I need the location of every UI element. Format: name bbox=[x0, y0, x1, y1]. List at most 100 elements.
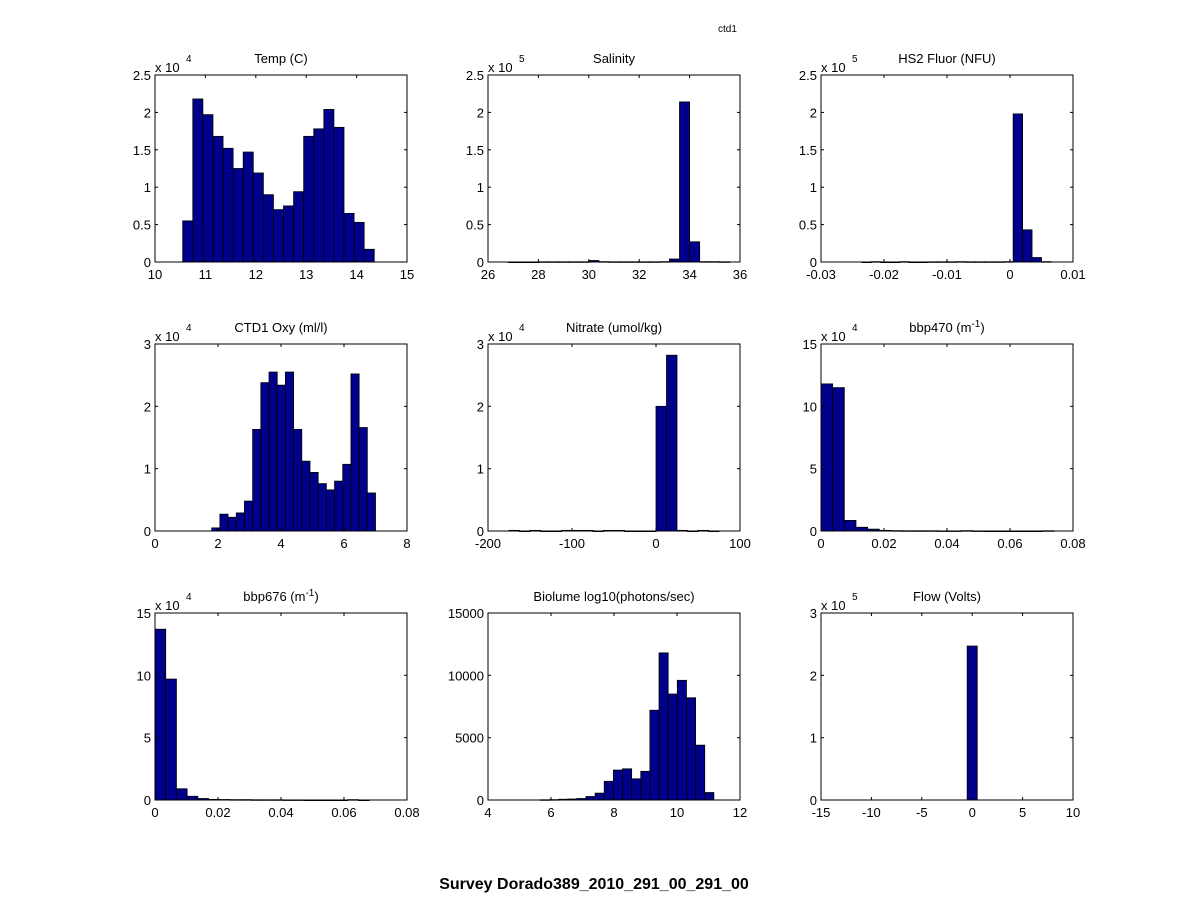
subplot-3: -0.03 -0.02 -0.01 0 0.01 0 0.5 1 1.5 2 2.5 x 10 5 HS2… bbox=[799, 51, 1086, 282]
y-tick-label: 2.5 bbox=[133, 68, 151, 83]
x-tick-label: 0 bbox=[151, 536, 158, 551]
axes-box bbox=[820, 343, 1074, 532]
y-tick-label: 10000 bbox=[448, 668, 484, 683]
histogram-bar bbox=[350, 373, 360, 532]
subplot-title: Nitrate (umol/kg) bbox=[566, 320, 662, 335]
histogram-bar bbox=[212, 135, 224, 263]
histogram-bar bbox=[585, 796, 596, 801]
x-tick-label: 0.08 bbox=[1060, 536, 1085, 551]
histogram-bar bbox=[666, 354, 678, 532]
y-tick-label: 1.5 bbox=[799, 143, 817, 158]
histogram-bar bbox=[603, 780, 614, 801]
y-tick-label: 1 bbox=[144, 180, 151, 195]
histogram-bar bbox=[293, 428, 303, 532]
x-tick-label: 0 bbox=[151, 805, 158, 820]
histogram-bar bbox=[704, 792, 715, 801]
subplot-title: Temp (C) bbox=[254, 51, 307, 66]
histogram-bar bbox=[655, 405, 667, 532]
axis-exponent: 5 bbox=[852, 592, 858, 603]
y-tick-label: 2 bbox=[144, 105, 151, 120]
x-tick-label: 15 bbox=[400, 267, 414, 282]
x-tick-label: 11 bbox=[199, 267, 213, 282]
y-tick-label: 1 bbox=[810, 180, 817, 195]
histogram-bar bbox=[832, 387, 845, 532]
x-tick-label: 10 bbox=[1066, 805, 1080, 820]
x-tick-label: 0.02 bbox=[205, 805, 230, 820]
y-tick-label: 1.5 bbox=[466, 143, 484, 158]
subplot-title: bbp676 (m-1) bbox=[243, 588, 318, 604]
histogram-bar bbox=[165, 678, 177, 801]
y-tick-label: 2 bbox=[810, 668, 817, 683]
y-tick-label: 0 bbox=[810, 524, 817, 539]
y-tick-label: 2 bbox=[477, 105, 484, 120]
histogram-bar bbox=[293, 191, 305, 263]
y-tick-label: 2 bbox=[477, 399, 484, 414]
x-tick-label: 6 bbox=[547, 805, 554, 820]
histogram-bar bbox=[192, 98, 204, 263]
histogram-bar bbox=[686, 697, 696, 801]
y-tick-label: 2.5 bbox=[799, 68, 817, 83]
x-tick-label: 0.06 bbox=[997, 536, 1022, 551]
y-tick-label: 15 bbox=[803, 337, 817, 352]
x-tick-label: 2 bbox=[214, 536, 221, 551]
x-tick-label: -5 bbox=[916, 805, 928, 820]
x-tick-label: 0.04 bbox=[934, 536, 959, 551]
y-tick-label: 5 bbox=[810, 462, 817, 477]
histogram-bar bbox=[1031, 257, 1042, 263]
x-tick-label: 100 bbox=[729, 536, 751, 551]
x-tick-label: 14 bbox=[349, 267, 363, 282]
histogram-bar bbox=[176, 788, 188, 801]
subplot-7: 0 0.02 0.04 0.06 0.08 0 5 10 15 x 10 4 bbp676 (m-1) bbox=[137, 588, 420, 820]
axes-frame bbox=[820, 612, 1074, 801]
histogram-bar bbox=[252, 428, 262, 532]
histogram-bar bbox=[594, 792, 605, 801]
x-tick-label: 4 bbox=[277, 536, 284, 551]
x-tick-label: -0.02 bbox=[869, 267, 899, 282]
histogram-bar bbox=[182, 220, 194, 263]
y-tick-label: 2 bbox=[144, 399, 151, 414]
y-tick-label: 0 bbox=[144, 524, 151, 539]
histogram-bar bbox=[358, 427, 368, 532]
histogram-bar bbox=[252, 172, 264, 263]
axis-multiplier: x 10 bbox=[488, 60, 513, 75]
histogram-bar bbox=[227, 516, 237, 532]
y-tick-label: 3 bbox=[810, 606, 817, 621]
y-tick-label: 15 bbox=[137, 606, 151, 621]
x-tick-label: 0 bbox=[1006, 267, 1013, 282]
x-tick-label: 0.04 bbox=[268, 805, 293, 820]
subplot-9: -15 -10 -5 0 5 10 0 1 2 3 x 10 5 Flow (Volts) bbox=[810, 589, 1080, 820]
axis-multiplier: x 10 bbox=[155, 329, 180, 344]
subplot-title: Salinity bbox=[593, 51, 635, 66]
figure-title: Survey Dorado389_2010_291_00_291_00 bbox=[439, 876, 749, 893]
y-tick-label: 0 bbox=[810, 793, 817, 808]
subplot-8: 4 6 8 10 12 0 5000 10000 15000 Biolume log10(phot… bbox=[448, 589, 747, 820]
histogram-bar bbox=[695, 744, 706, 801]
axes-box bbox=[487, 74, 741, 263]
histogram-bar bbox=[325, 489, 335, 532]
y-tick-label: 0 bbox=[477, 255, 484, 270]
x-tick-label: -0.01 bbox=[932, 267, 962, 282]
histogram-bar bbox=[186, 795, 199, 801]
subplot-1: 10 11 12 13 14 15 0 0.5 1 1.5 2 2.5 x 10 4 Temp (C) bbox=[133, 51, 414, 282]
histogram-bar bbox=[276, 384, 286, 532]
histogram-bar bbox=[333, 126, 345, 263]
x-tick-label: -0.03 bbox=[806, 267, 836, 282]
x-tick-label: -15 bbox=[812, 805, 831, 820]
subplot-title: Flow (Volts) bbox=[913, 589, 981, 604]
histogram-bar bbox=[242, 151, 254, 263]
x-tick-label: 5 bbox=[1019, 805, 1026, 820]
histogram-bar bbox=[667, 693, 678, 801]
histogram-bar bbox=[843, 520, 857, 532]
histogram-bar bbox=[631, 778, 642, 801]
histogram-bar bbox=[317, 483, 327, 532]
x-tick-label: -200 bbox=[475, 536, 501, 551]
histogram-bar bbox=[303, 135, 315, 263]
axis-multiplier: x 10 bbox=[821, 329, 846, 344]
histogram-bar bbox=[676, 679, 687, 801]
axes-box bbox=[820, 612, 1074, 801]
x-tick-label: 32 bbox=[632, 267, 646, 282]
y-tick-label: 2 bbox=[810, 105, 817, 120]
histogram-bar bbox=[219, 513, 229, 532]
histogram-bar bbox=[622, 768, 633, 801]
subplot-6: 0 0.02 0.04 0.06 0.08 0 5 10 15 x 10 4 bbp470 (m-1) bbox=[803, 319, 1086, 551]
